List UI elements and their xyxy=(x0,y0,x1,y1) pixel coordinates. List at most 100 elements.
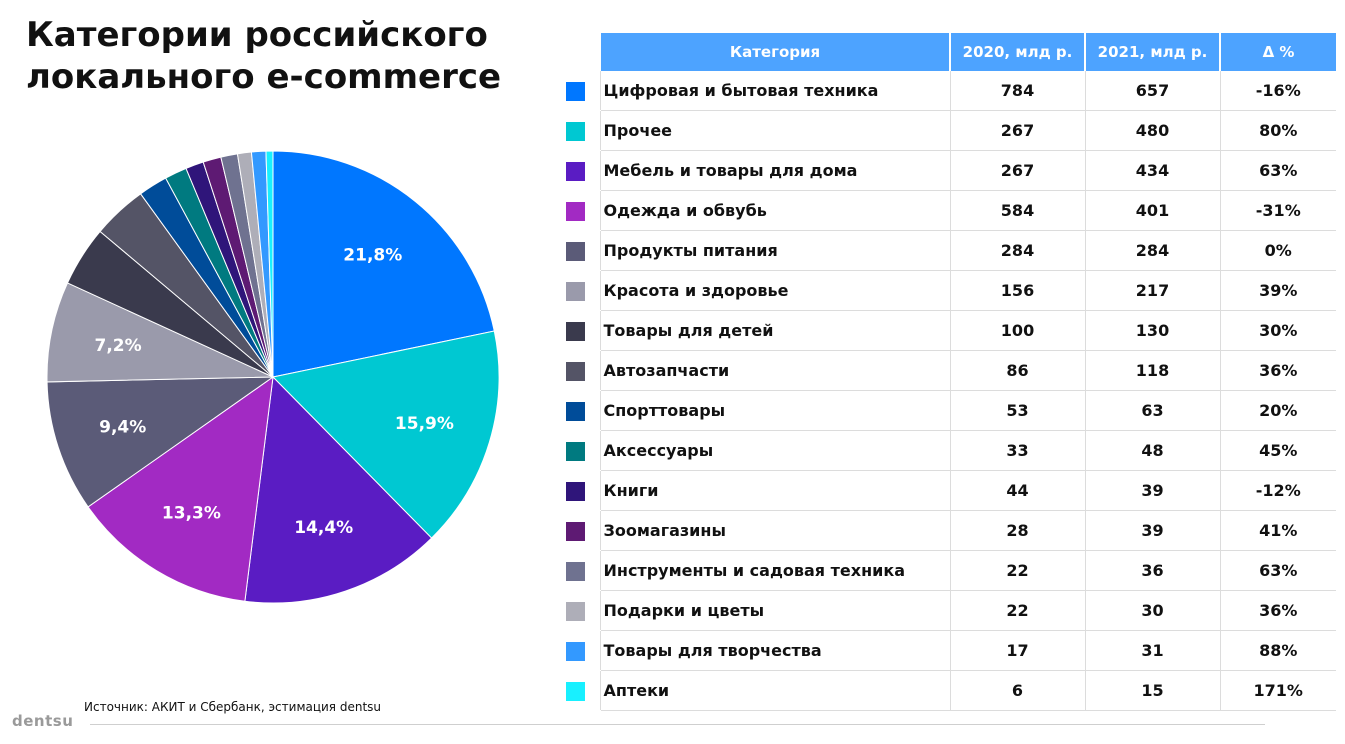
cell-delta: 39% xyxy=(1219,270,1336,311)
cell-category: Инструменты и садовая техника xyxy=(599,550,950,591)
pie-slice xyxy=(87,375,274,602)
table-row: Аптеки 6 15 171% xyxy=(563,670,1336,711)
cell-2020: 100 xyxy=(949,310,1085,351)
legend-swatch-cell xyxy=(563,590,600,631)
cell-2020: 156 xyxy=(949,270,1085,311)
legend-swatch-cell xyxy=(563,510,600,551)
cell-category: Спорттовары xyxy=(599,390,950,431)
pie-slice-label: 7,2% xyxy=(95,336,142,356)
title-line-2: локального e-commerce xyxy=(26,57,502,97)
legend-swatch-cell xyxy=(563,430,600,471)
legend-swatch xyxy=(566,481,585,501)
legend-swatch xyxy=(566,361,585,381)
cell-delta: 30% xyxy=(1219,310,1336,351)
legend-swatch-cell xyxy=(563,670,600,711)
cell-2021: 39 xyxy=(1084,510,1220,551)
cell-delta: 63% xyxy=(1219,150,1336,191)
table-row: Красота и здоровье 156 217 39% xyxy=(563,270,1336,311)
footer-divider xyxy=(90,724,1265,725)
cell-2020: 584 xyxy=(949,190,1085,231)
header-2020: 2020, млд р. xyxy=(949,33,1085,71)
legend-swatch-cell xyxy=(563,350,600,391)
table-row: Зоомагазины 28 39 41% xyxy=(563,510,1336,551)
cell-2020: 784 xyxy=(949,71,1085,111)
header-2021: 2021, млд р. xyxy=(1084,33,1220,71)
legend-swatch-cell xyxy=(563,71,600,111)
cell-2020: 53 xyxy=(949,390,1085,431)
cell-2020: 267 xyxy=(949,150,1085,191)
cell-delta: 41% xyxy=(1219,510,1336,551)
cell-delta: -16% xyxy=(1219,71,1336,111)
cell-2021: 36 xyxy=(1084,550,1220,591)
pie-slice-label: 13,3% xyxy=(162,504,221,524)
pie-slice xyxy=(272,330,500,539)
legend-swatch-cell xyxy=(563,190,600,231)
pie-slice xyxy=(272,150,495,378)
legend-swatch-cell xyxy=(563,550,600,591)
cell-category: Подарки и цветы xyxy=(599,590,950,631)
legend-swatch xyxy=(566,201,585,221)
table-row: Автозапчасти 86 118 36% xyxy=(563,350,1336,391)
cell-2021: 39 xyxy=(1084,470,1220,511)
cell-2021: 48 xyxy=(1084,430,1220,471)
cell-category: Автозапчасти xyxy=(599,350,950,391)
legend-swatch xyxy=(566,401,585,421)
table-row: Прочее 267 480 80% xyxy=(563,110,1336,151)
legend-swatch xyxy=(566,681,585,701)
cell-2020: 6 xyxy=(949,670,1085,711)
cell-2021: 284 xyxy=(1084,230,1220,271)
cell-delta: 171% xyxy=(1219,670,1336,711)
cell-delta: 63% xyxy=(1219,550,1336,591)
cell-2020: 86 xyxy=(949,350,1085,391)
cell-2021: 15 xyxy=(1084,670,1220,711)
cell-2021: 63 xyxy=(1084,390,1220,431)
header-swatch xyxy=(563,33,600,71)
pie-slice xyxy=(244,375,433,604)
cell-delta: -12% xyxy=(1219,470,1336,511)
legend-swatch-cell xyxy=(563,110,600,151)
cell-category: Прочее xyxy=(599,110,950,151)
legend-swatch xyxy=(566,521,585,541)
legend-swatch xyxy=(566,81,585,101)
legend-swatch-cell xyxy=(563,230,600,271)
cell-2021: 217 xyxy=(1084,270,1220,311)
table-row: Спорттовары 53 63 20% xyxy=(563,390,1336,431)
header-delta: Δ % xyxy=(1219,33,1336,71)
cell-2020: 33 xyxy=(949,430,1085,471)
legend-swatch xyxy=(566,601,585,621)
cell-2020: 284 xyxy=(949,230,1085,271)
pie-slice-label: 21,8% xyxy=(343,245,402,265)
legend-swatch xyxy=(566,121,585,141)
pie-slice-label: 14,4% xyxy=(294,518,353,538)
cell-2021: 401 xyxy=(1084,190,1220,231)
table-row: Товары для творчества 17 31 88% xyxy=(563,630,1336,671)
brand-logo: dentsu xyxy=(12,712,74,730)
cell-2021: 434 xyxy=(1084,150,1220,191)
header-category: Категория xyxy=(599,33,950,71)
legend-swatch-cell xyxy=(563,310,600,351)
legend-swatch xyxy=(566,281,585,301)
pie-slice xyxy=(46,376,275,508)
pie-slice xyxy=(46,282,274,383)
pie-chart: 21,8% 15,9% 14,4% 13,3% 9,4% 7,2% xyxy=(46,150,500,604)
cell-category: Одежда и обвубь xyxy=(599,190,950,231)
cell-delta: 36% xyxy=(1219,590,1336,631)
title-line-1: Категории российского xyxy=(26,15,488,55)
cell-2021: 657 xyxy=(1084,71,1220,111)
source-note: Источник: АКИТ и Сбербанк, эстимация den… xyxy=(84,700,382,714)
table-row: Продукты питания 284 284 0% xyxy=(563,230,1336,271)
cell-category: Красота и здоровье xyxy=(599,270,950,311)
cell-2021: 480 xyxy=(1084,110,1220,151)
cell-2020: 28 xyxy=(949,510,1085,551)
cell-category: Товары для детей xyxy=(599,310,950,351)
cell-2020: 22 xyxy=(949,550,1085,591)
cell-delta: 36% xyxy=(1219,350,1336,391)
cell-2021: 118 xyxy=(1084,350,1220,391)
cell-category: Цифровая и бытовая техника xyxy=(599,71,950,111)
cell-delta: 88% xyxy=(1219,630,1336,671)
legend-swatch xyxy=(566,441,585,461)
table-header-row: Категория 2020, млд р. 2021, млд р. Δ % xyxy=(563,33,1336,71)
legend-swatch xyxy=(566,161,585,181)
cell-category: Мебель и товары для дома xyxy=(599,150,950,191)
cell-delta: 80% xyxy=(1219,110,1336,151)
